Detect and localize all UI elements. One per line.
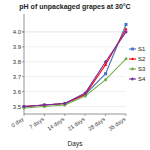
y-tick-label: 3.7 (13, 74, 22, 80)
point (104, 60, 108, 64)
legend-marker (131, 57, 134, 60)
legend-marker (131, 68, 134, 71)
point (104, 72, 107, 75)
grid-line (24, 91, 126, 92)
y-tick-label: 3.8 (13, 59, 22, 65)
legend-label: S2 (138, 56, 146, 62)
y-tick-label: 4.0 (13, 29, 22, 35)
y-tick-label: 3.9 (13, 44, 22, 50)
x-tick (105, 114, 106, 116)
legend-marker (131, 77, 134, 80)
title: pH of unpackaged grapes at 30°C (19, 3, 130, 11)
y-tick-label: 3.6 (13, 89, 22, 95)
point (104, 78, 107, 81)
legend-marker (131, 48, 134, 51)
legend: S1 S2 S3 S4 (129, 46, 146, 82)
legend-label: S1 (138, 46, 146, 52)
x-tick (64, 114, 65, 116)
y-tick-label: 3.5 (13, 104, 22, 110)
point (124, 30, 128, 34)
grid-line (24, 76, 126, 77)
series-line (24, 59, 126, 108)
x-label: Days (68, 140, 84, 148)
x-tick-label: 0 day (10, 116, 25, 129)
point (43, 103, 47, 107)
legend-label: S4 (138, 76, 146, 82)
point (22, 105, 26, 109)
x-tick (44, 114, 45, 116)
series-line (24, 32, 126, 107)
legend-label: S3 (138, 66, 146, 72)
legend-line (129, 48, 136, 49)
x-tick-label: 21 days (67, 116, 86, 132)
chart: pH of unpackaged grapes at 30°C 3.5 3.6 3.7… (0, 0, 150, 150)
lines (24, 24, 126, 108)
x-tick-label: 7 days (28, 116, 45, 130)
x-axis (24, 114, 126, 115)
point (124, 27, 127, 30)
legend-line (129, 68, 136, 69)
x-tick-label: 28 days (87, 116, 106, 132)
x-tick (85, 114, 86, 116)
series-line (24, 24, 126, 106)
x-tick (126, 114, 127, 116)
series-line (24, 29, 126, 107)
grid-line (24, 46, 126, 47)
markers (22, 23, 128, 110)
x-tick-label: 35 days (107, 116, 126, 132)
point (125, 23, 128, 26)
point (84, 95, 87, 98)
point (83, 91, 87, 95)
point (63, 102, 67, 106)
point (125, 57, 128, 60)
y-axis (24, 14, 25, 114)
x-tick (24, 114, 25, 116)
grid-line (24, 31, 126, 32)
grid-line (24, 31, 126, 32)
x-tick-label: 14 days (46, 116, 65, 132)
